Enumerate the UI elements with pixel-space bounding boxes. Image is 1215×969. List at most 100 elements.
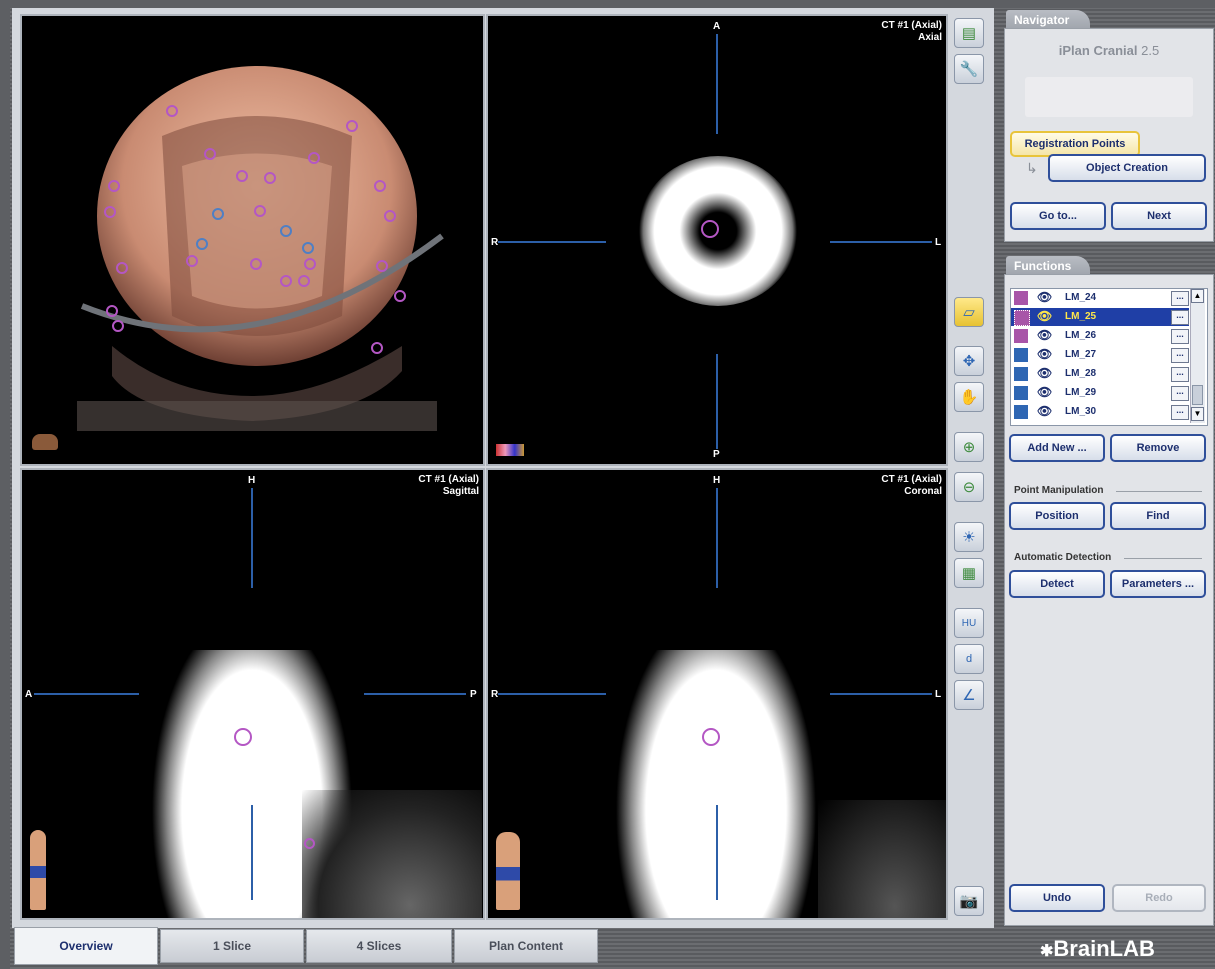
orient-right: L xyxy=(935,237,941,248)
hand-icon[interactable]: ✋ xyxy=(954,382,984,412)
navigator-tab[interactable]: Navigator xyxy=(1006,10,1090,30)
more-button[interactable]: ... xyxy=(1171,367,1189,382)
detect-button[interactable]: Detect xyxy=(1009,570,1105,598)
crosshair-line xyxy=(364,693,466,695)
viewport-coronal[interactable]: CT #1 (Axial)Coronal H R L F xyxy=(486,468,948,920)
scan-haze xyxy=(818,800,946,918)
crosshair-line xyxy=(251,488,253,588)
product-title: iPlan Cranial 2.5 xyxy=(1005,43,1213,58)
tab-plan-content[interactable]: Plan Content xyxy=(454,929,598,963)
orient-top: H xyxy=(248,475,255,486)
more-button[interactable]: ... xyxy=(1171,329,1189,344)
orientation-figure-icon xyxy=(30,830,46,910)
list-scrollbar[interactable]: ▲ ▼ xyxy=(1190,289,1205,423)
histogram-icon[interactable]: ▦ xyxy=(954,558,984,588)
crosshair-target-icon[interactable] xyxy=(701,220,719,238)
tab-overview[interactable]: Overview xyxy=(14,927,158,965)
orient-top: A xyxy=(713,21,720,32)
functions-tab[interactable]: Functions xyxy=(1006,256,1090,276)
crosshair-line xyxy=(34,693,139,695)
orientation-figure-icon xyxy=(496,832,520,910)
next-button[interactable]: Next xyxy=(1111,202,1207,230)
list-item[interactable]: 👁 LM_24... xyxy=(1011,289,1189,307)
tab-1-slice[interactable]: 1 Slice xyxy=(160,929,304,963)
more-button[interactable]: ... xyxy=(1171,348,1189,363)
scroll-thumb[interactable] xyxy=(1192,385,1203,405)
viewport-axial[interactable]: CT #1 (Axial) Axial A P R L xyxy=(486,14,948,466)
section-automatic-detection: Automatic Detection xyxy=(1014,552,1111,563)
eye-icon[interactable]: 👁 xyxy=(1037,290,1052,304)
orient-right: L xyxy=(935,689,941,700)
more-button[interactable]: ... xyxy=(1171,310,1189,325)
crosshair-line xyxy=(716,34,718,134)
plane-icon[interactable]: ▱ xyxy=(954,297,984,327)
crosshair-target-icon[interactable] xyxy=(234,728,252,746)
list-item[interactable]: 👁 LM_26... xyxy=(1011,327,1189,345)
scan-haze xyxy=(302,790,482,918)
color-swatch xyxy=(1014,348,1028,362)
undo-button[interactable]: Undo xyxy=(1009,884,1105,912)
tab-4-slices[interactable]: 4 Slices xyxy=(306,929,452,963)
find-button[interactable]: Find xyxy=(1110,502,1206,530)
more-button[interactable]: ... xyxy=(1171,386,1189,401)
step-arrow-icon: ↳ xyxy=(1026,160,1038,177)
viewport-sagittal[interactable]: CT #1 (Axial)Sagittal H A P F xyxy=(20,468,485,920)
color-swatch xyxy=(1014,386,1028,400)
brand-logo: ✱BrainLAB xyxy=(1040,936,1155,962)
crosshair-line xyxy=(498,693,606,695)
brightness-icon[interactable]: ☀ xyxy=(954,522,984,552)
landmark-dot[interactable] xyxy=(304,838,315,849)
list-item[interactable]: 👁 LM_28... xyxy=(1011,365,1189,383)
orient-top: H xyxy=(713,475,720,486)
orient-bottom: P xyxy=(713,449,720,460)
color-swatch xyxy=(1014,310,1030,326)
list-item[interactable]: 👁 LM_27... xyxy=(1011,346,1189,364)
list-item[interactable]: 👁 LM_29... xyxy=(1011,384,1189,402)
divider xyxy=(1116,491,1202,492)
more-button[interactable]: ... xyxy=(1171,405,1189,420)
pan-icon[interactable]: ✥ xyxy=(954,346,984,376)
view-toolbar: ▤ 🔧 ▱ ✥ ✋ ⊕ ⊖ ☀ ▦ HU d ∠ 📷 xyxy=(948,14,988,920)
eye-icon[interactable]: 👁 xyxy=(1037,404,1052,418)
viewport-header: CT #1 (Axial) Coronal xyxy=(881,474,942,498)
color-swatch xyxy=(1014,367,1028,381)
crosshair-line xyxy=(251,805,253,900)
scroll-up-icon[interactable]: ▲ xyxy=(1191,289,1204,303)
angle-measure-icon[interactable]: ∠ xyxy=(954,680,984,710)
redo-button[interactable]: Redo xyxy=(1112,884,1206,912)
landmark-list[interactable]: 👁 LM_24... 👁 LM_25... 👁 LM_26... 👁 LM_27... … xyxy=(1010,288,1208,426)
eye-icon[interactable]: 👁 xyxy=(1037,328,1052,342)
more-button[interactable]: ... xyxy=(1171,291,1189,306)
zoom-out-icon[interactable]: ⊖ xyxy=(954,472,984,502)
color-swatch xyxy=(1014,405,1028,419)
viewport-header: CT #1 (Axial) Axial xyxy=(881,20,942,44)
eye-icon[interactable]: 👁 xyxy=(1037,385,1052,399)
list-item[interactable]: 👁 LM_30... xyxy=(1011,403,1189,421)
wrench-icon[interactable]: 🔧 xyxy=(954,54,984,84)
orientation-figure-icon xyxy=(496,444,524,456)
crosshair-target-icon[interactable] xyxy=(702,728,720,746)
viewport-3d[interactable] xyxy=(20,14,485,466)
color-swatch xyxy=(1014,329,1028,343)
remove-button[interactable]: Remove xyxy=(1110,434,1206,462)
goto-button[interactable]: Go to... xyxy=(1010,202,1106,230)
divider xyxy=(1124,558,1202,559)
orient-right: P xyxy=(470,689,477,700)
position-button[interactable]: Position xyxy=(1009,502,1105,530)
orientation-figure-icon xyxy=(32,434,58,450)
step-object-creation[interactable]: Object Creation xyxy=(1048,154,1206,182)
list-item[interactable]: 👁 LM_25... xyxy=(1011,308,1189,326)
brainlab-logo-icon: ✱ xyxy=(1040,943,1053,960)
add-new-button[interactable]: Add New ... xyxy=(1009,434,1105,462)
viewport-header: CT #1 (Axial) Sagittal xyxy=(418,474,479,498)
eye-icon[interactable]: 👁 xyxy=(1037,309,1052,323)
camera-icon[interactable]: 📷 xyxy=(954,886,984,916)
eye-icon[interactable]: 👁 xyxy=(1037,347,1052,361)
layers-icon[interactable]: ▤ xyxy=(954,18,984,48)
zoom-in-icon[interactable]: ⊕ xyxy=(954,432,984,462)
distance-measure-icon[interactable]: d xyxy=(954,644,984,674)
hu-measure-icon[interactable]: HU xyxy=(954,608,984,638)
parameters-button[interactable]: Parameters ... xyxy=(1110,570,1206,598)
scroll-down-icon[interactable]: ▼ xyxy=(1191,407,1204,421)
eye-icon[interactable]: 👁 xyxy=(1037,366,1052,380)
